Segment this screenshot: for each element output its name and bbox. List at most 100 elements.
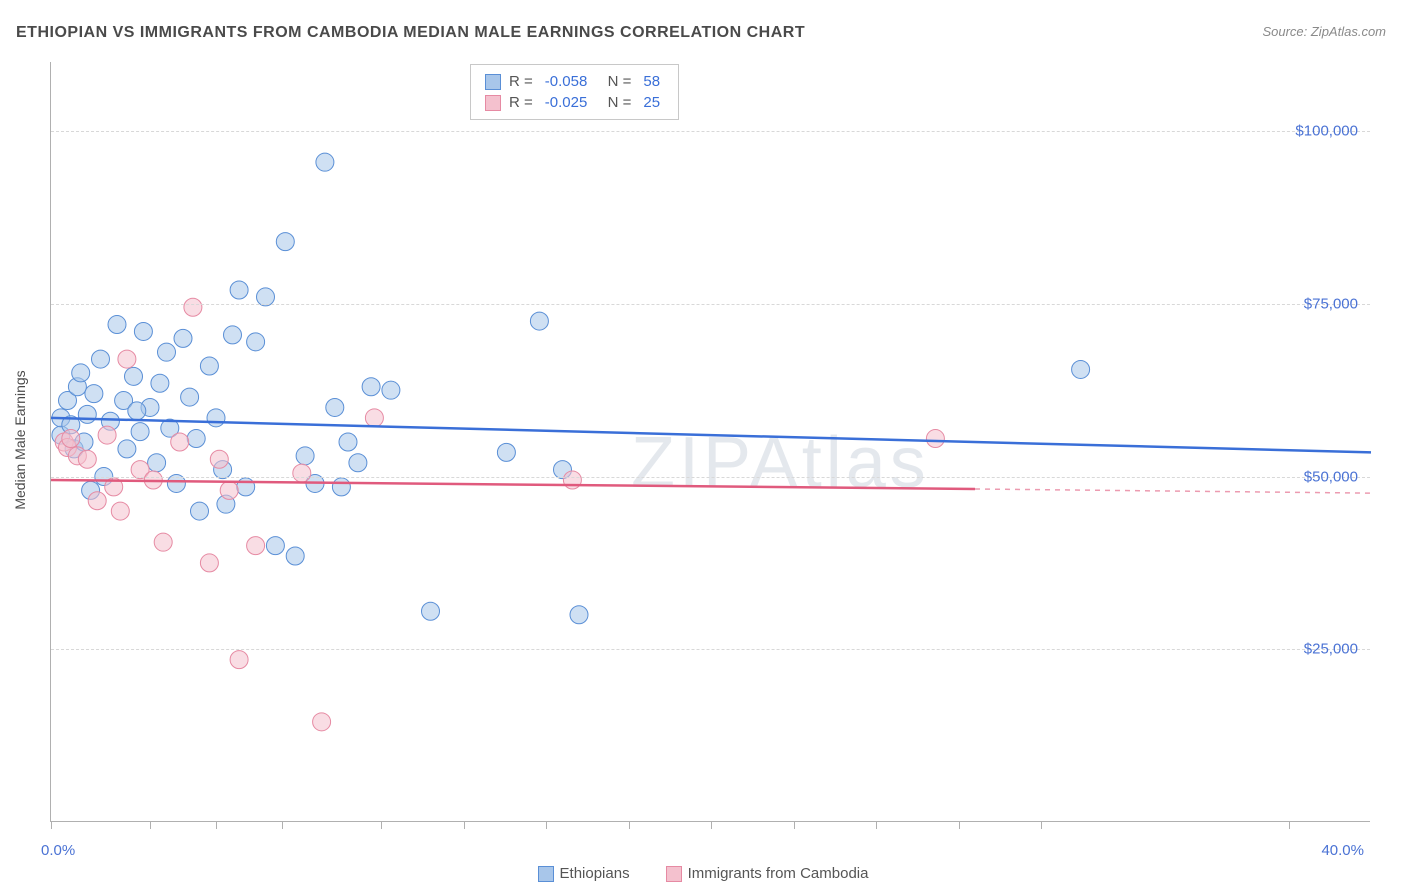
data-point xyxy=(570,606,588,624)
legend-swatch xyxy=(538,866,554,882)
data-point xyxy=(108,316,126,334)
data-point xyxy=(266,537,284,555)
data-point xyxy=(296,447,314,465)
legend-swatch xyxy=(666,866,682,882)
data-point xyxy=(72,364,90,382)
data-point xyxy=(365,409,383,427)
gridline xyxy=(51,477,1370,478)
data-point xyxy=(230,651,248,669)
corr-r-label: R = xyxy=(509,73,533,90)
plot-area: ZIPAtlas $25,000$50,000$75,000$100,0000.… xyxy=(50,62,1370,822)
x-tick xyxy=(1041,821,1042,829)
x-tick xyxy=(629,821,630,829)
regression-line-extrapolated xyxy=(975,489,1371,493)
data-point xyxy=(171,433,189,451)
legend-item: Ethiopians xyxy=(538,865,630,882)
x-label-min: 0.0% xyxy=(41,842,75,859)
corr-n-label: N = xyxy=(599,94,631,111)
legend-item: Immigrants from Cambodia xyxy=(666,865,869,882)
data-point xyxy=(98,426,116,444)
correlation-legend: R = -0.058 N = 58R = -0.025 N = 25 xyxy=(470,64,679,120)
data-point xyxy=(125,367,143,385)
chart-svg xyxy=(51,62,1370,821)
x-tick xyxy=(794,821,795,829)
data-point xyxy=(92,350,110,368)
data-point xyxy=(174,329,192,347)
data-point xyxy=(926,430,944,448)
data-point xyxy=(247,333,265,351)
data-point xyxy=(313,713,331,731)
chart-title: ETHIOPIAN VS IMMIGRANTS FROM CAMBODIA ME… xyxy=(16,24,805,42)
data-point xyxy=(326,398,344,416)
x-tick xyxy=(216,821,217,829)
data-point xyxy=(148,454,166,472)
series-legend: Ethiopians Immigrants from Cambodia xyxy=(0,865,1406,882)
data-point xyxy=(200,554,218,572)
data-point xyxy=(128,402,146,420)
x-label-max: 40.0% xyxy=(1321,842,1364,859)
data-point xyxy=(224,326,242,344)
data-point xyxy=(151,374,169,392)
data-point xyxy=(332,478,350,496)
data-point xyxy=(118,350,136,368)
y-tick-label: $50,000 xyxy=(1304,468,1358,485)
gridline xyxy=(51,649,1370,650)
data-point xyxy=(339,433,357,451)
x-tick xyxy=(464,821,465,829)
x-tick xyxy=(1289,821,1290,829)
data-point xyxy=(131,423,149,441)
x-tick xyxy=(381,821,382,829)
data-point xyxy=(230,281,248,299)
corr-r-value: -0.025 xyxy=(545,94,588,111)
y-tick-label: $75,000 xyxy=(1304,295,1358,312)
data-point xyxy=(207,409,225,427)
data-point xyxy=(362,378,380,396)
corr-n-value: 58 xyxy=(643,73,660,90)
y-tick-label: $100,000 xyxy=(1295,123,1358,140)
data-point xyxy=(62,430,80,448)
data-point xyxy=(78,405,96,423)
data-point xyxy=(382,381,400,399)
data-point xyxy=(247,537,265,555)
regression-line xyxy=(51,418,1371,453)
data-point xyxy=(111,502,129,520)
data-point xyxy=(422,602,440,620)
data-point xyxy=(286,547,304,565)
data-point xyxy=(220,481,238,499)
gridline xyxy=(51,131,1370,132)
corr-n-label: N = xyxy=(599,73,631,90)
x-tick xyxy=(711,821,712,829)
legend-label: Immigrants from Cambodia xyxy=(688,865,869,882)
y-axis-title: Median Male Earnings xyxy=(12,370,28,509)
data-point xyxy=(349,454,367,472)
x-tick xyxy=(282,821,283,829)
data-point xyxy=(78,450,96,468)
data-point xyxy=(1072,360,1090,378)
x-tick xyxy=(876,821,877,829)
data-point xyxy=(187,430,205,448)
data-point xyxy=(118,440,136,458)
data-point xyxy=(191,502,209,520)
corr-legend-row: R = -0.058 N = 58 xyxy=(485,71,664,92)
y-tick-label: $25,000 xyxy=(1304,641,1358,658)
data-point xyxy=(88,492,106,510)
data-point xyxy=(316,153,334,171)
data-point xyxy=(154,533,172,551)
legend-swatch xyxy=(485,74,501,90)
source-attribution: Source: ZipAtlas.com xyxy=(1262,24,1386,39)
data-point xyxy=(530,312,548,330)
x-tick xyxy=(959,821,960,829)
data-point xyxy=(200,357,218,375)
data-point xyxy=(85,385,103,403)
regression-line xyxy=(51,480,975,489)
gridline xyxy=(51,304,1370,305)
x-tick xyxy=(546,821,547,829)
data-point xyxy=(497,443,515,461)
x-tick xyxy=(150,821,151,829)
corr-n-value: 25 xyxy=(643,94,660,111)
corr-legend-row: R = -0.025 N = 25 xyxy=(485,92,664,113)
data-point xyxy=(158,343,176,361)
corr-r-label: R = xyxy=(509,94,533,111)
data-point xyxy=(293,464,311,482)
data-point xyxy=(184,298,202,316)
